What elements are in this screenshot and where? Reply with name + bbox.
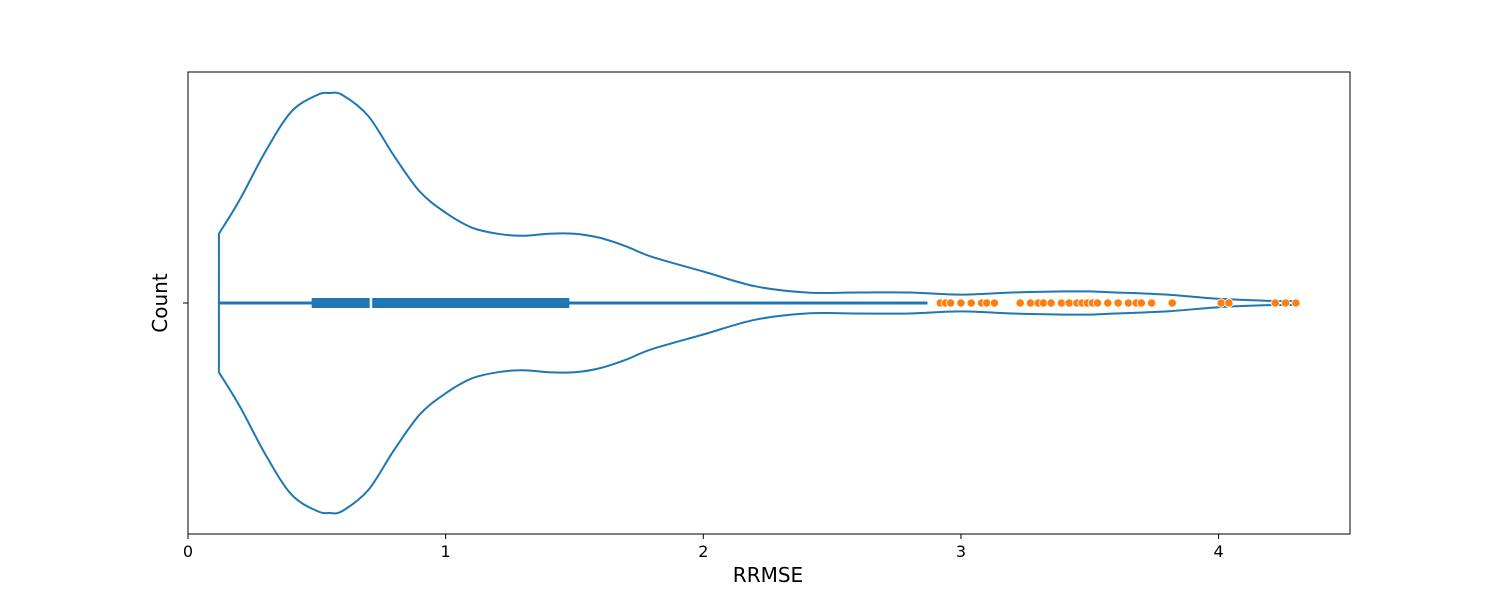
outlier-point: [1123, 298, 1134, 308]
iqr-box: [311, 298, 570, 308]
outlier-point: [982, 298, 992, 308]
outlier-point: [1224, 298, 1234, 308]
outlier-point: [1270, 298, 1280, 308]
outlier-point: [966, 298, 976, 308]
outlier-point: [1167, 298, 1177, 308]
outlier-point: [946, 298, 956, 308]
outlier-point: [1092, 298, 1103, 308]
x-tick-label: 1: [441, 542, 451, 561]
outlier-point: [1136, 298, 1146, 308]
outlier-point: [1113, 298, 1123, 308]
outlier-point: [1291, 298, 1301, 308]
outlier-point: [1064, 298, 1074, 308]
outlier-point: [989, 298, 1000, 308]
outlier-point: [1025, 298, 1036, 308]
x-axis-title: RRMSE: [733, 563, 803, 587]
outlier-point: [1056, 298, 1067, 308]
outlier-point: [1103, 298, 1113, 308]
outlier-point: [1038, 298, 1048, 308]
axes: 0 1 2 3 4: [183, 302, 1224, 561]
y-axis-title: Count: [148, 273, 172, 333]
x-tick-label: 2: [698, 542, 708, 561]
outlier-point: [1046, 298, 1056, 308]
x-tick-label: 0: [183, 542, 193, 561]
x-tick-label: 3: [956, 542, 966, 561]
outlier-point: [1216, 298, 1226, 308]
outlier-point: [1280, 298, 1291, 308]
outlier-point: [1147, 298, 1157, 308]
outlier-point: [1015, 298, 1025, 308]
plot-area: [217, 91, 1301, 515]
x-tick-label: 4: [1214, 542, 1224, 561]
outlier-point: [956, 298, 966, 308]
